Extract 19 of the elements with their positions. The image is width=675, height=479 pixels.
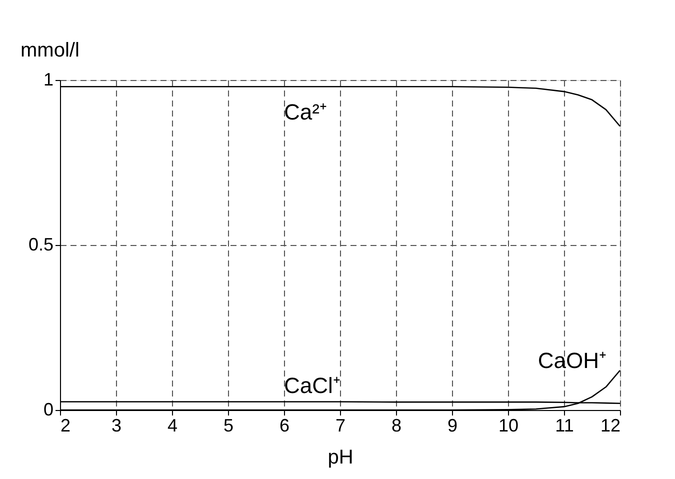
series-label: CaCl⁺	[284, 372, 340, 398]
x-tick-label: 8	[391, 416, 402, 436]
x-tick-label: 4	[167, 416, 178, 436]
x-tick-label: 5	[223, 416, 234, 436]
x-tick-label: 3	[111, 416, 122, 436]
x-tick-label: 7	[335, 416, 346, 436]
y-tick-label: 0	[43, 400, 54, 420]
x-tick-label: 6	[279, 416, 290, 436]
x-axis-title: pH	[328, 446, 354, 468]
series-label: CaOH⁺	[538, 348, 606, 373]
x-tick-label: 9	[447, 416, 458, 436]
x-tick-label: 12	[600, 416, 620, 436]
y-axis-title: mmol/l	[20, 40, 80, 62]
x-tick-label: 11	[555, 416, 574, 436]
series-label: Ca²⁺	[284, 100, 326, 125]
x-tick-label: 10	[498, 416, 519, 436]
y-tick-label: 0.5	[28, 234, 54, 254]
y-tick-label: 1	[43, 70, 54, 90]
x-tick-label: 2	[60, 416, 71, 436]
